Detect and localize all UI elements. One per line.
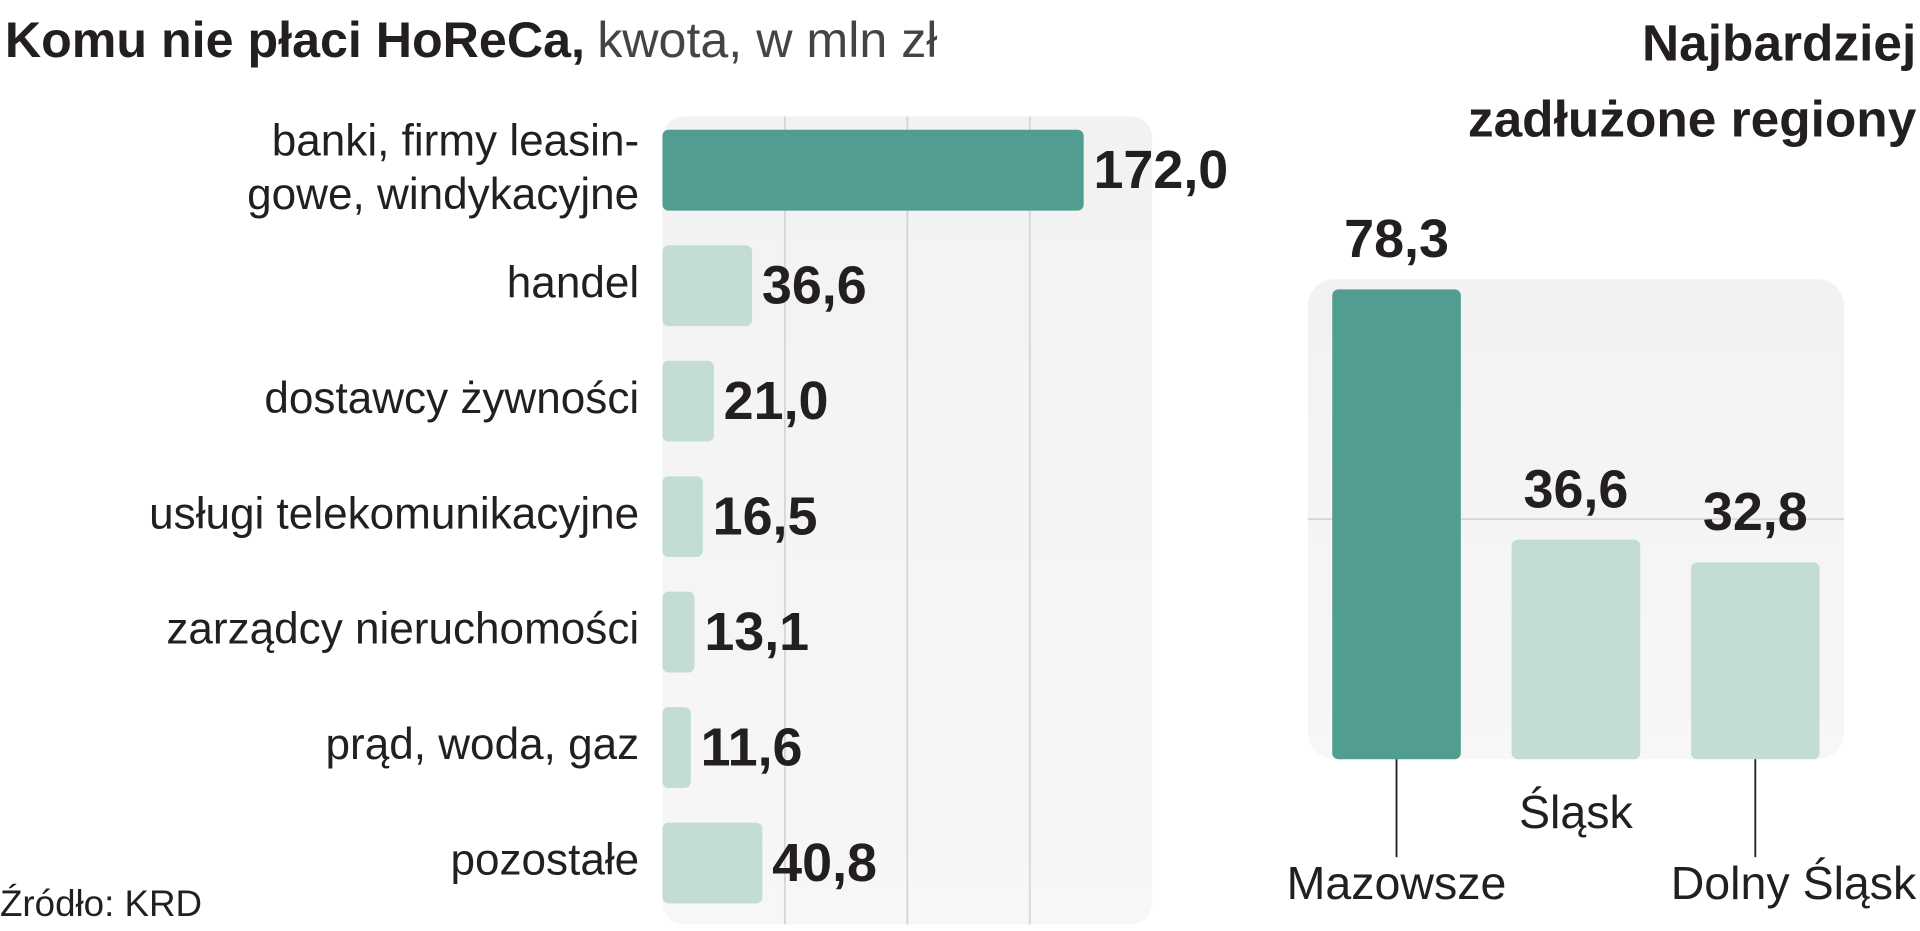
bar bbox=[662, 822, 763, 904]
value-label: 21,0 bbox=[724, 371, 829, 431]
value-label: 78,3 bbox=[1344, 209, 1449, 269]
bar bbox=[662, 707, 691, 788]
value-label: 172,0 bbox=[1093, 140, 1228, 200]
bar bbox=[1691, 562, 1820, 760]
bar bbox=[662, 591, 695, 673]
bar bbox=[662, 476, 703, 558]
title: Komu nie płaci HoReCa, bbox=[5, 12, 585, 68]
bar bbox=[1511, 539, 1641, 760]
source: Źródło: KRD bbox=[0, 883, 202, 924]
bar bbox=[662, 245, 753, 327]
chart-title: Najbardziej zadłużone regiony bbox=[1468, 13, 1917, 147]
category-label: pozostałe bbox=[450, 836, 639, 885]
chart-title: Komu nie płaci HoReCa, kwota, w mln zł bbox=[5, 12, 938, 68]
bar bbox=[1332, 289, 1461, 760]
category-label: Mazowsze bbox=[1287, 857, 1507, 909]
bar bbox=[662, 129, 1084, 211]
category-label: dostawcy żywności bbox=[264, 374, 639, 423]
value-label: 32,8 bbox=[1703, 482, 1808, 542]
value-label: 11,6 bbox=[701, 717, 803, 777]
bar bbox=[662, 360, 714, 442]
category-label: zarządcy nieruchomości bbox=[166, 605, 639, 654]
category-label: handel bbox=[507, 258, 639, 307]
category-label: prąd, woda, gaz bbox=[326, 720, 640, 769]
value-label: 16,5 bbox=[713, 487, 818, 547]
value-label: 36,6 bbox=[762, 256, 867, 316]
subtitle: kwota, w mln zł bbox=[597, 12, 937, 68]
category-label: usługi telekomunikacyjne bbox=[149, 489, 639, 538]
category-label: banki, firmy leasin-gowe, windykacyjne bbox=[247, 116, 639, 219]
value-label: 13,1 bbox=[704, 602, 809, 662]
category-label: Dolny Śląsk bbox=[1671, 857, 1917, 909]
value-label: 40,8 bbox=[772, 833, 877, 893]
value-label: 36,6 bbox=[1524, 459, 1629, 519]
category-label: Śląsk bbox=[1519, 786, 1633, 838]
